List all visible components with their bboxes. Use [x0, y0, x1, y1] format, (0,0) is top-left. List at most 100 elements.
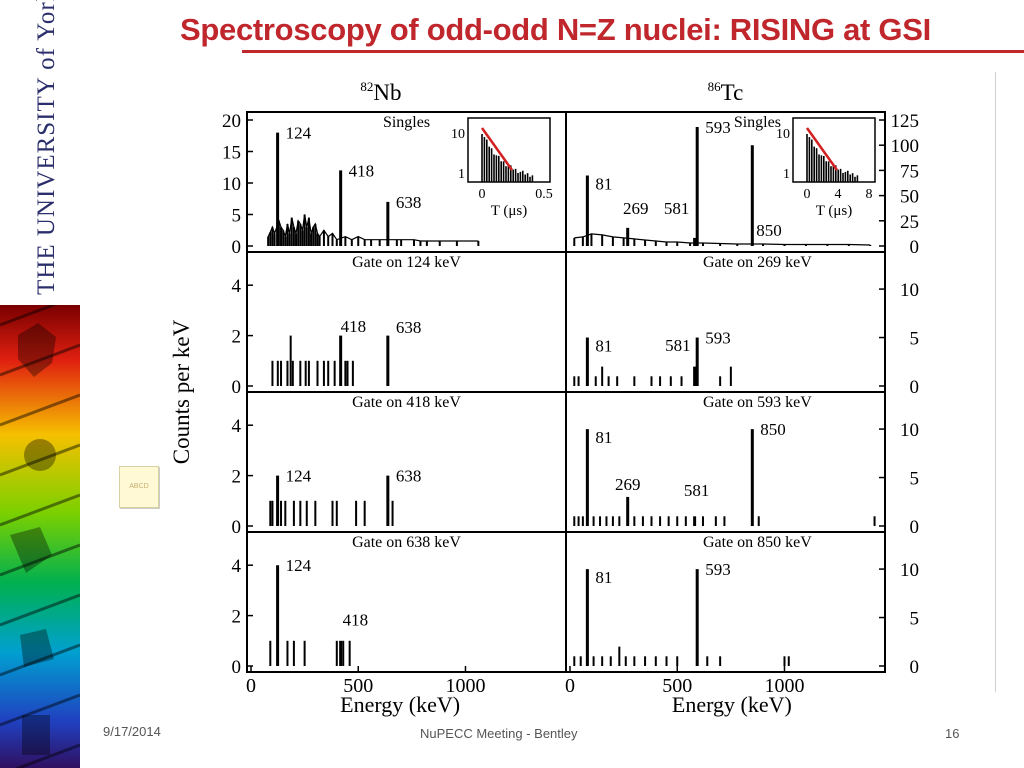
university-logo: THE UNIVERSITY of York: [33, 0, 60, 295]
y-tick-label: 20: [222, 111, 241, 132]
y-tick-label: 5: [910, 609, 920, 630]
inset-y-tick: 1: [458, 167, 465, 182]
peak-label-81: 81: [595, 174, 612, 193]
panel-label: Gate on 638 keV: [352, 534, 461, 551]
right-divider: [995, 72, 996, 692]
peak-label-81: 81: [595, 568, 612, 587]
y-tick-label: 10: [900, 420, 919, 441]
inset-x-label: T (μs): [491, 203, 528, 219]
x-tick-label: 500: [662, 675, 692, 697]
spectrum-trace: [267, 214, 479, 242]
peak-label-581: 581: [684, 481, 710, 500]
peak-label-124: 124: [286, 556, 312, 575]
x-tick-label: 500: [343, 675, 373, 697]
peak-label-638: 638: [396, 193, 422, 212]
y-tick-label: 4: [232, 276, 242, 297]
y-tick-label: 4: [232, 556, 242, 577]
element-symbol: Nb: [373, 80, 401, 105]
footer-event: NuPECC Meeting - Bentley: [420, 726, 578, 741]
panel-nb-gate-418: Gate on 418 keV 0 2 4 124 638: [232, 394, 462, 538]
rainbow-crest-graphic: [0, 305, 80, 768]
y-tick-label: 15: [222, 143, 241, 164]
panel-label: Gate on 418 keV: [352, 394, 461, 411]
mass-number: 86: [708, 79, 722, 94]
peak-label-581: 581: [665, 336, 691, 355]
y-tick-label: 0: [910, 517, 920, 538]
peak-label-124: 124: [286, 124, 312, 143]
y-axis-label: Counts per keV: [169, 319, 194, 464]
nucleus-header-nb: 82Nb: [360, 79, 401, 105]
panel-nb-gate-124: Gate on 124 keV 0 2 4 418 638: [232, 254, 462, 398]
thumbnail-sticker: ABCD: [119, 466, 159, 508]
logo-wordmark: THE UNIVERSITY of York: [33, 0, 60, 295]
y-tick-label: 0: [910, 657, 920, 678]
peak-label-269: 269: [623, 199, 649, 218]
y-tick-label: 0: [910, 377, 920, 398]
slide-title: Spectroscopy of odd-odd N=Z nuclei: RISI…: [180, 12, 931, 47]
inset-x-tick: 0: [479, 187, 486, 202]
element-symbol: Tc: [721, 80, 744, 105]
y-tick-label: 2: [232, 607, 242, 628]
y-tick-label: 10: [900, 560, 919, 581]
inset-x-tick: 0: [804, 187, 811, 202]
peak-label-81: 81: [595, 337, 612, 356]
panel-label: Gate on 124 keV: [352, 254, 461, 271]
y-tick-label: 0: [232, 657, 242, 678]
spectrum-trace: [574, 233, 871, 246]
y-tick-label: 10: [900, 280, 919, 301]
y-tick-label: 5: [910, 469, 920, 490]
peak-label-581: 581: [664, 199, 690, 218]
panel-nb-gate-638: Gate on 638 keV 0 2 4 124 418: [232, 534, 462, 678]
inset-x-tick: 4: [835, 187, 842, 202]
decay-inset: 10 10 0.5 T (μs): [451, 117, 553, 219]
inset-y-tick: 10: [776, 127, 790, 142]
inset-x-label: T (μs): [816, 203, 853, 219]
panel-label: Gate on 850 keV: [703, 534, 812, 551]
x-tick-label: 0: [565, 675, 575, 697]
panel-label: Gate on 593 keV: [703, 394, 812, 411]
peak-label-638: 638: [396, 467, 422, 486]
footer-date: 9/17/2014: [103, 724, 161, 739]
y-tick-label: 4: [232, 416, 242, 437]
y-tick-label: 50: [900, 187, 919, 208]
x-tick-label: 1000: [445, 675, 485, 697]
y-tick-label: 100: [891, 136, 920, 157]
inset-x-tick: 8: [866, 187, 873, 202]
y-tick-label: 0: [232, 237, 242, 258]
title-underline: [242, 50, 1024, 53]
x-axis-label: Energy (keV): [672, 692, 792, 717]
peak-label-269: 269: [615, 475, 641, 494]
y-tick-label: 75: [900, 161, 919, 182]
panel-tc-gate-593: Gate on 593 keV 0 5 10 81 269 581 850: [573, 394, 920, 538]
mass-number: 82: [360, 79, 373, 94]
peak-label-418: 418: [349, 161, 375, 180]
y-tick-label: 125: [891, 111, 920, 132]
peak-label-850: 850: [760, 420, 786, 439]
peak-label-124: 124: [286, 467, 312, 486]
page-number: 16: [945, 726, 960, 741]
y-tick-label: 0: [910, 237, 920, 258]
panel-label: Singles: [383, 114, 430, 131]
inset-x-tick: 0.5: [535, 187, 553, 202]
panel-label: Singles: [734, 114, 781, 131]
exponential-fit-line: [480, 127, 514, 171]
x-axis-label: Energy (keV): [340, 692, 460, 717]
x-tick-label: 1000: [764, 675, 804, 697]
y-tick-label: 5: [910, 329, 920, 350]
y-tick-label: 0: [232, 517, 242, 538]
peak-label-593: 593: [705, 560, 731, 579]
decay-inset: 10 10 4 8 T (μs): [776, 117, 876, 219]
peak-label-418: 418: [341, 317, 367, 336]
y-tick-label: 0: [232, 377, 242, 398]
y-tick-label: 10: [222, 174, 241, 195]
y-tick-label: 25: [900, 212, 919, 233]
peak-label-593: 593: [705, 118, 731, 137]
peak-label-638: 638: [396, 318, 422, 337]
exponential-fit-line: [805, 127, 839, 171]
x-tick-label: 0: [246, 675, 256, 697]
y-tick-label: 2: [232, 327, 242, 348]
panel-label: Gate on 269 keV: [703, 254, 812, 271]
